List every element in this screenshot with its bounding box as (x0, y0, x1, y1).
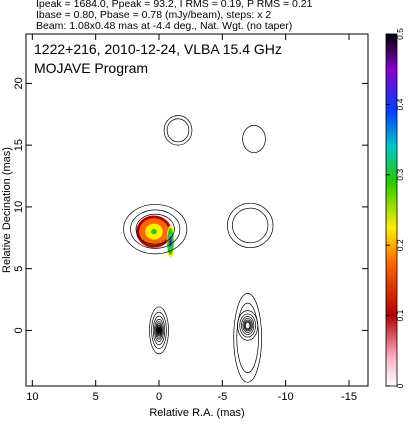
plot-area (26, 34, 368, 386)
polarization-fill (150, 228, 157, 235)
contour-line (154, 318, 164, 342)
contour-line (156, 325, 162, 335)
contour-layer (123, 115, 274, 383)
contour-line (149, 306, 169, 355)
contour-line (236, 302, 259, 373)
contour-line (155, 323, 163, 338)
y-tick-label: 20 (13, 77, 25, 89)
colorbar-tick-label: 0 (395, 383, 405, 388)
x-axis-title: Relative R.A. (mas) (149, 407, 244, 419)
header-line-3: Beam: 1.08x0.48 mas at -4.4 deg., Nat. W… (36, 20, 293, 32)
y-tick-label: 0 (13, 327, 25, 333)
contour-line (239, 313, 256, 338)
y-tick-label: 15 (13, 139, 25, 151)
x-tick-label: -10 (278, 391, 294, 403)
x-tick-label: 0 (156, 391, 162, 403)
colorbar-tick-label: 0.5 (395, 28, 405, 40)
x-tick-label: 10 (26, 391, 38, 403)
contour-line (156, 324, 162, 337)
contour-line (135, 213, 175, 245)
x-tick-label: -5 (217, 391, 227, 403)
tick-layer: 10 5 0 -5 -10 -15 0 5 10 15 20 (13, 34, 368, 403)
colorbar-tick-label: 0.1 (395, 309, 405, 321)
header-line-2: Ibase = 0.80, Pbase = 0.78 (mJy/beam), s… (36, 9, 272, 21)
contour-line (232, 207, 269, 244)
contour-line (245, 321, 251, 330)
colorbar-tick-label: 0.3 (395, 169, 405, 181)
header-line-1: Ipeak = 1684.0, Ppeak = 93.2, I RMS = 0.… (36, 0, 313, 10)
chart-subtitle: MOJAVE Program (34, 60, 148, 76)
y-tick-label: 10 (13, 201, 25, 213)
colorbar (385, 33, 398, 387)
plot-frame (25, 33, 369, 387)
colorbar-tick-label: 0.2 (395, 239, 405, 251)
x-tick-label: -15 (341, 391, 357, 403)
contour-line (163, 115, 193, 146)
y-tick-label: 5 (13, 266, 25, 272)
y-axis-title: Relative Decination (mas) (1, 147, 13, 273)
contour-line (227, 202, 274, 249)
x-tick-label: 5 (93, 391, 99, 403)
contour-line (155, 321, 163, 340)
contour-line (151, 311, 167, 350)
chart-title: 1222+216, 2010-12-24, VLBA 15.4 GHz (34, 41, 282, 57)
contour-line (123, 204, 188, 255)
colorbar-tick-label: 0.4 (395, 98, 405, 110)
contour-line (152, 315, 166, 346)
polarization-layer (136, 215, 175, 258)
contour-line (166, 118, 190, 143)
contour-line (242, 318, 253, 333)
contour-line (130, 209, 181, 249)
contour-line (243, 319, 252, 332)
contour-line (158, 329, 160, 332)
contour-line (242, 125, 266, 153)
contour-line (233, 293, 262, 383)
contour-line (241, 316, 255, 335)
polarization-fill (169, 238, 172, 245)
contour-line (244, 320, 251, 331)
colorbar-ticks: 0 0.1 0.2 0.3 0.4 0.5 (386, 28, 405, 388)
